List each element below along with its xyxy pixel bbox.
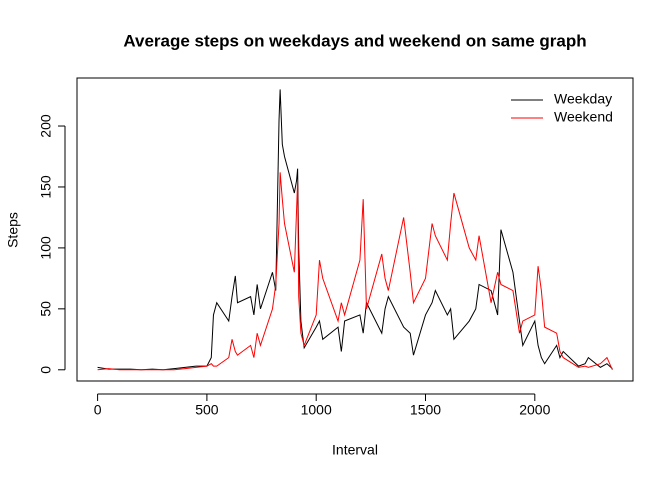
x-tick-label: 0	[94, 402, 102, 418]
x-axis-label: Interval	[332, 442, 378, 458]
series-line	[97, 172, 613, 371]
legend-label: Weekday	[554, 91, 612, 107]
x-tick-label: 1000	[301, 402, 332, 418]
x-tick-label: 2000	[519, 402, 550, 418]
y-tick-label: 200	[38, 114, 54, 138]
chart-title: Average steps on weekdays and weekend on…	[123, 31, 586, 50]
y-tick-label: 50	[38, 301, 54, 317]
y-tick-label: 0	[38, 366, 54, 374]
y-tick-label: 150	[38, 175, 54, 199]
y-tick-label: 100	[38, 236, 54, 260]
legend-label: Weekend	[554, 109, 613, 125]
plot-box	[76, 77, 634, 382]
y-axis-label: Steps	[5, 212, 21, 248]
x-tick-label: 500	[195, 402, 219, 418]
series-line	[97, 89, 613, 371]
x-tick-label: 1500	[410, 402, 441, 418]
